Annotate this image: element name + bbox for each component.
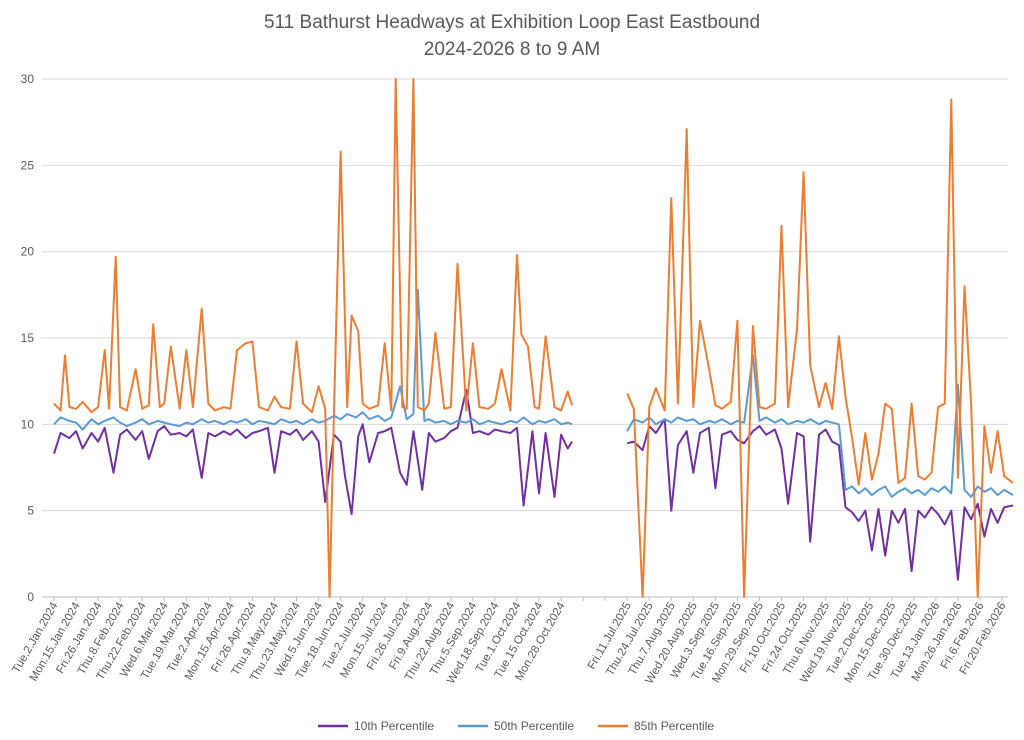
chart-subtitle: 2024-2026 8 to 9 AM <box>424 39 600 60</box>
chart-title: 511 Bathurst Headways at Exhibition Loop… <box>264 12 760 33</box>
y-tick-label: 30 <box>21 72 35 86</box>
y-tick-label: 0 <box>27 590 34 604</box>
series-line-10th-percentile <box>626 418 1014 581</box>
legend-label: 85th Percentile <box>634 719 714 733</box>
y-axis-ticks: 0 5 10 15 20 25 30 <box>21 72 35 604</box>
series-line-10th-percentile <box>53 388 573 516</box>
series-line-50th-percentile <box>626 354 1014 498</box>
y-tick-label: 25 <box>21 158 35 172</box>
legend-label: 10th Percentile <box>354 719 434 733</box>
y-tick-label: 15 <box>21 331 35 345</box>
y-tick-label: 10 <box>21 417 35 431</box>
legend-label: 50th Percentile <box>494 719 574 733</box>
x-axis-ticks: Tue.2.Jan.2024Mon.15.Jan.2024Fri.26.Jan.… <box>10 597 1009 686</box>
series-line-85th-percentile <box>626 98 1014 598</box>
series-line-50th-percentile <box>53 288 573 431</box>
series-line-85th-percentile <box>53 78 574 598</box>
gridlines <box>42 78 1008 598</box>
legend: 10th Percentile 50th Percentile 85th Perce… <box>318 719 714 733</box>
y-tick-label: 5 <box>27 504 34 518</box>
series-lines <box>53 78 1014 598</box>
y-tick-label: 20 <box>21 245 35 259</box>
